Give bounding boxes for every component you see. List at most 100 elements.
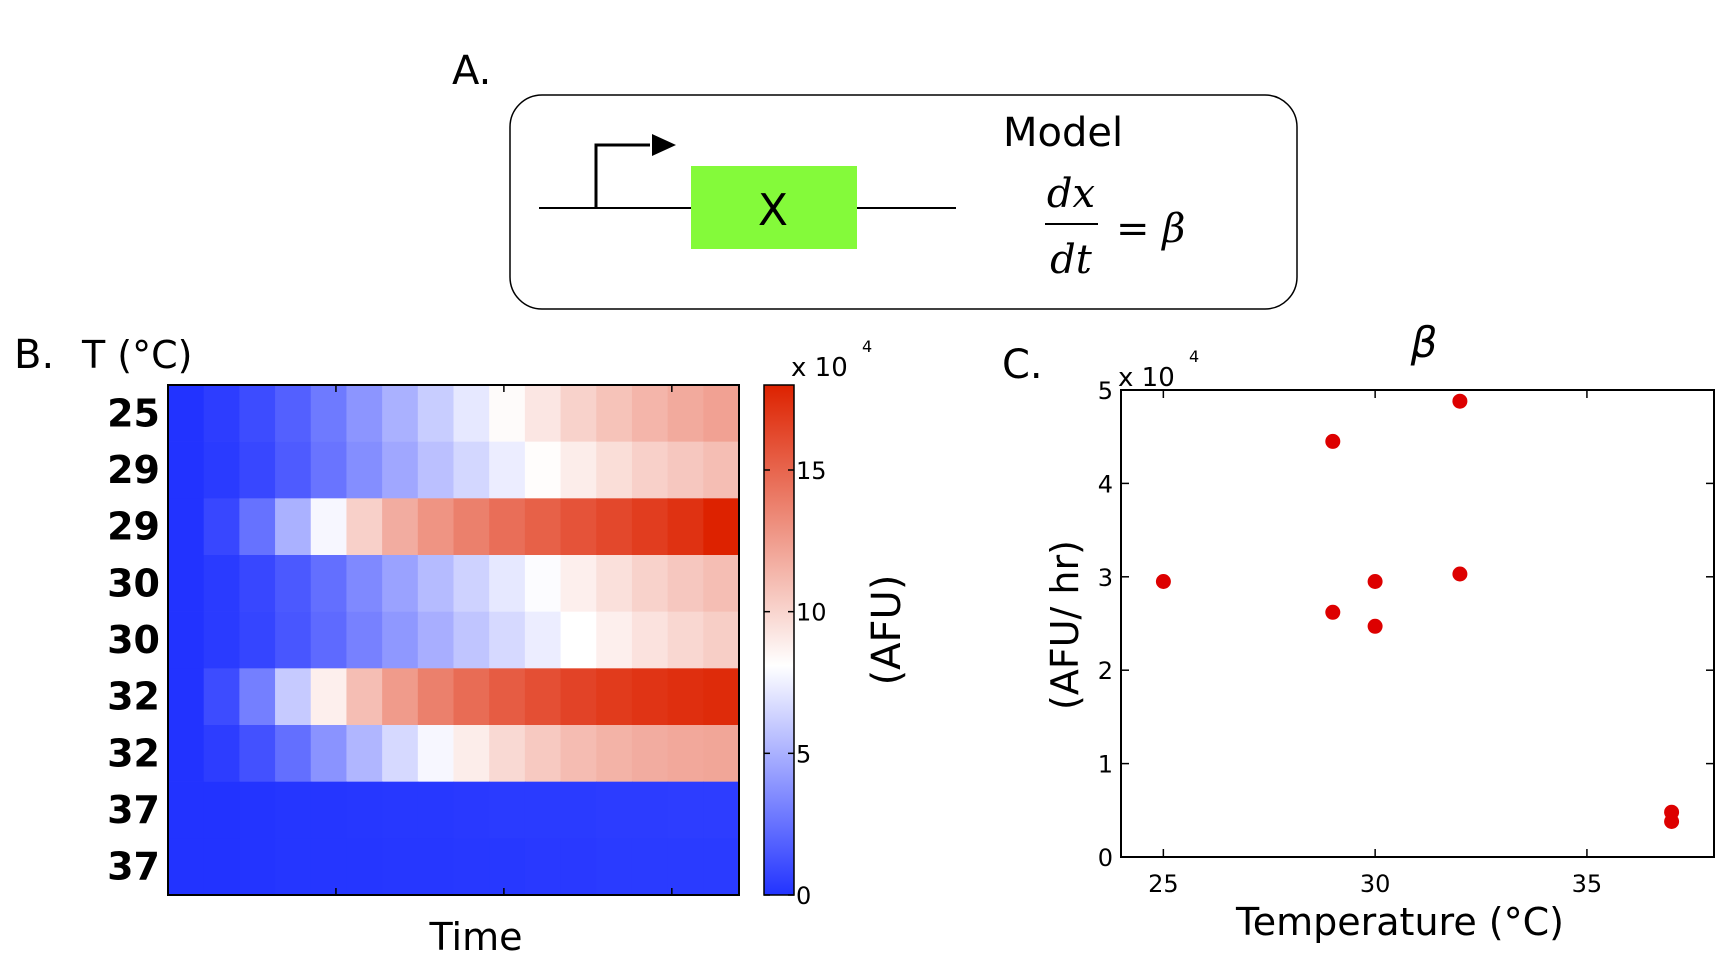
heatmap-cell [524,838,562,896]
heatmap-cell [453,725,490,782]
heatmap-cell [524,385,562,442]
heatmap-cell [346,611,383,669]
heatmap-cell [239,441,276,499]
heatmap-row-label: 29 [107,448,160,492]
heatmap-cell [382,555,419,612]
heatmap-cell [275,611,312,669]
heatmap-cell [596,555,633,612]
scatter-y-tick-label: 3 [1098,564,1113,592]
scatter-y-tick-label: 0 [1098,844,1113,872]
heatmap-cell [596,725,633,782]
heatmap-cell [310,668,348,726]
heatmap-x-ticks [335,385,673,895]
heatmap-cell [524,668,562,726]
colorbar-exponent: 4 [862,337,872,356]
heatmap-cell [310,781,348,839]
colorbar-exponent-label: x 10 [791,353,848,383]
heatmap-cell [703,555,740,612]
heatmap-cell [453,611,490,669]
heatmap-row-label: 32 [107,675,160,719]
heatmap-cell [382,611,419,669]
heatmap-cell [667,441,704,499]
heatmap-cell [453,668,490,726]
heatmap-cell [667,781,704,839]
heatmap-cell [275,668,312,726]
heatmap-cell [346,441,383,499]
heatmap-cell [417,725,455,782]
heatmap-cell [275,781,312,839]
heatmap-cell [560,385,597,442]
colorbar-ticks: 0 5 10 15 [764,457,827,910]
heatmap-cell [382,498,419,556]
heatmap-cell [417,838,455,896]
scatter-y-exponent-label: x 10 [1118,363,1175,393]
heatmap-cell [168,838,205,896]
heatmap-cell [417,611,455,669]
heatmap-cell [631,498,669,556]
heatmap-row-labels: 25 29 29 30 30 32 32 37 37 [107,391,160,888]
scatter-point [1325,433,1341,449]
heatmap-cell [631,441,669,499]
scatter-y-tick-label: 4 [1098,470,1113,498]
heatmap-cell [596,498,633,556]
heatmap-cell [168,555,205,612]
heatmap-cell [667,498,704,556]
heatmap-cell [417,781,455,839]
heatmap-cell [168,781,205,839]
heatmap-cell [310,838,348,896]
heatmap-cell [560,725,597,782]
scatter-point [1452,393,1468,409]
heatmap-cell [489,385,526,442]
heatmap-row-label: 37 [107,788,160,832]
heatmap-cell [203,725,240,782]
heatmap-cell [596,385,633,442]
heatmap-cell [560,441,597,499]
heatmap-row-label: 37 [107,845,160,889]
heatmap-cell [453,385,490,442]
panel-a: A. X Model dx dt = β [452,48,1298,310]
colorbar [763,384,795,896]
heatmap-cell [203,781,240,839]
heatmap-cell [239,725,276,782]
heatmap-cell [703,668,740,726]
heatmap-cell [239,555,276,612]
heatmap-row-label: 30 [107,561,160,605]
heatmap-cell [453,498,490,556]
colorbar-tick-label: 0 [796,882,811,910]
scatter-y-axis-title: (AFU/ hr) [1043,540,1087,710]
heatmap-cell [703,725,740,782]
heatmap-cell [667,668,704,726]
heatmap-x-axis-title: Time [429,915,523,958]
scatter-y-tick-label: 2 [1098,657,1113,685]
heatmap-cell [168,725,205,782]
heatmap-cell [275,838,312,896]
model-title: Model [1003,110,1123,156]
panel-c: C. β 25 30 35 0 1 2 3 4 5 x 10 4 Temperature (°C… [1002,318,1715,944]
heatmap-cell [489,441,526,499]
heatmap-cell [489,555,526,612]
heatmap-cell [453,838,490,896]
heatmap-cell [453,781,490,839]
scatter-y-tick-label: 1 [1098,751,1113,779]
heatmap-cell [203,385,240,442]
heatmap-cell [453,555,490,612]
heatmap-cell [239,668,276,726]
scatter-y-tick-label: 5 [1098,377,1113,405]
heatmap-cell [310,725,348,782]
heatmap-cell [275,441,312,499]
heatmap-cell [203,611,240,669]
heatmap-frame [167,384,740,896]
heatmap-cell [703,441,740,499]
heatmap-cell [382,838,419,896]
heatmap-cell [560,611,597,669]
heatmap-cell [631,781,669,839]
promoter-arrowhead-icon [652,134,676,156]
colorbar-tick-label: 5 [796,740,811,768]
panel-c-letter: C. [1002,342,1043,388]
heatmap-cell [346,838,383,896]
heatmap-cell [596,781,633,839]
heatmap-cell [203,498,240,556]
heatmap-row-label: 29 [107,505,160,549]
heatmap-cell [703,838,740,896]
heatmap-cell [275,555,312,612]
